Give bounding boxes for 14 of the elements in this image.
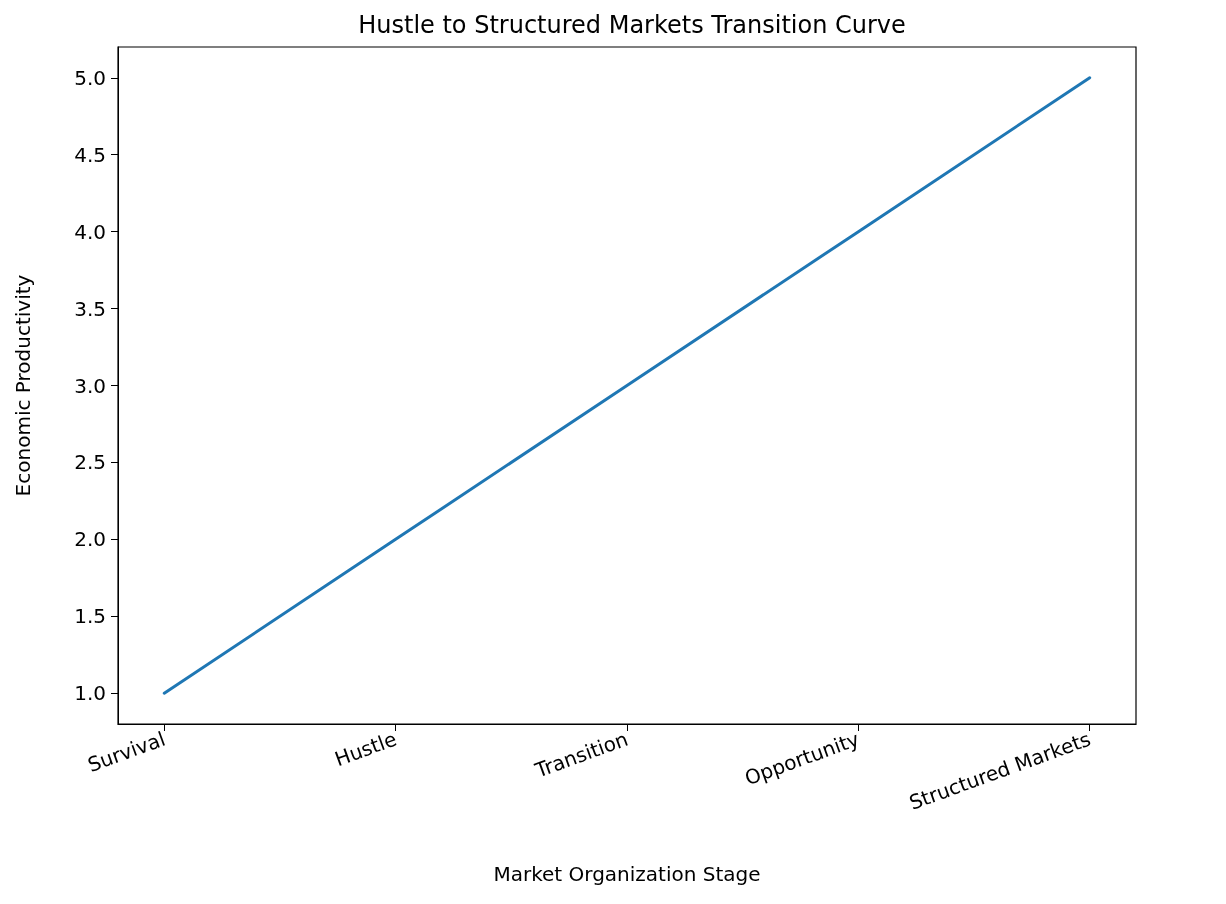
y-tick-label: 5.0 bbox=[74, 65, 106, 90]
y-tick-label: 4.5 bbox=[74, 142, 106, 167]
y-tick-label: 2.5 bbox=[74, 450, 106, 475]
y-tick-label: 3.0 bbox=[74, 373, 106, 398]
y-tick-label: 1.5 bbox=[74, 604, 106, 629]
x-tick-label: Hustle bbox=[331, 726, 400, 772]
line-series bbox=[162, 76, 1092, 695]
y-tick-label: 2.0 bbox=[74, 527, 106, 552]
y-tick-label: 1.0 bbox=[74, 681, 106, 706]
y-tick-label: 3.5 bbox=[74, 296, 106, 321]
y-tick-label: 4.0 bbox=[74, 219, 106, 244]
x-axis-title: Market Organization Stage bbox=[493, 862, 761, 886]
chart-title: Hustle to Structured Markets Transition Curve bbox=[358, 11, 906, 39]
y-axis-title: Economic Productivity bbox=[11, 274, 35, 497]
